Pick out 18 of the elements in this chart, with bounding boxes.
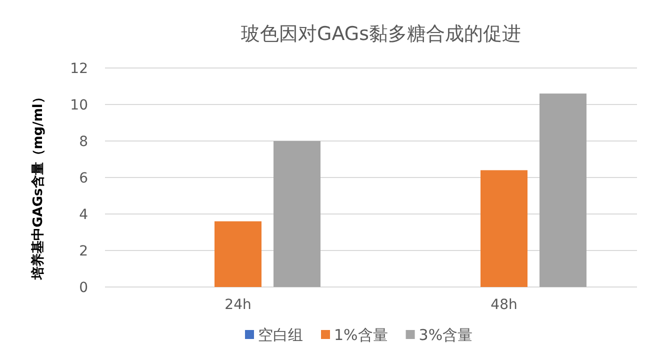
bar — [480, 170, 528, 287]
x-tick-label: 24h — [224, 297, 252, 313]
bar — [214, 221, 262, 287]
y-tick-label: 12 — [70, 61, 88, 77]
y-tick-label: 10 — [70, 98, 88, 114]
x-tick-label: 48h — [490, 297, 518, 313]
y-tick-label: 4 — [79, 207, 88, 223]
bar — [540, 94, 586, 287]
legend-label: 3%含量 — [418, 326, 473, 344]
legend-label: 空白组 — [258, 326, 303, 344]
y-tick-label: 8 — [79, 134, 88, 150]
bar — [274, 141, 320, 287]
chart-title: 玻色因对GAGs黏多糖合成的促进 — [240, 23, 522, 45]
y-tick-label: 2 — [79, 244, 88, 260]
y-axis-title: 培养基中GAGs含量（mg/ml） — [30, 90, 46, 280]
legend-label: 1%含量 — [334, 326, 388, 344]
y-tick-label: 6 — [79, 170, 88, 186]
y-tick-label: 0 — [79, 280, 88, 296]
